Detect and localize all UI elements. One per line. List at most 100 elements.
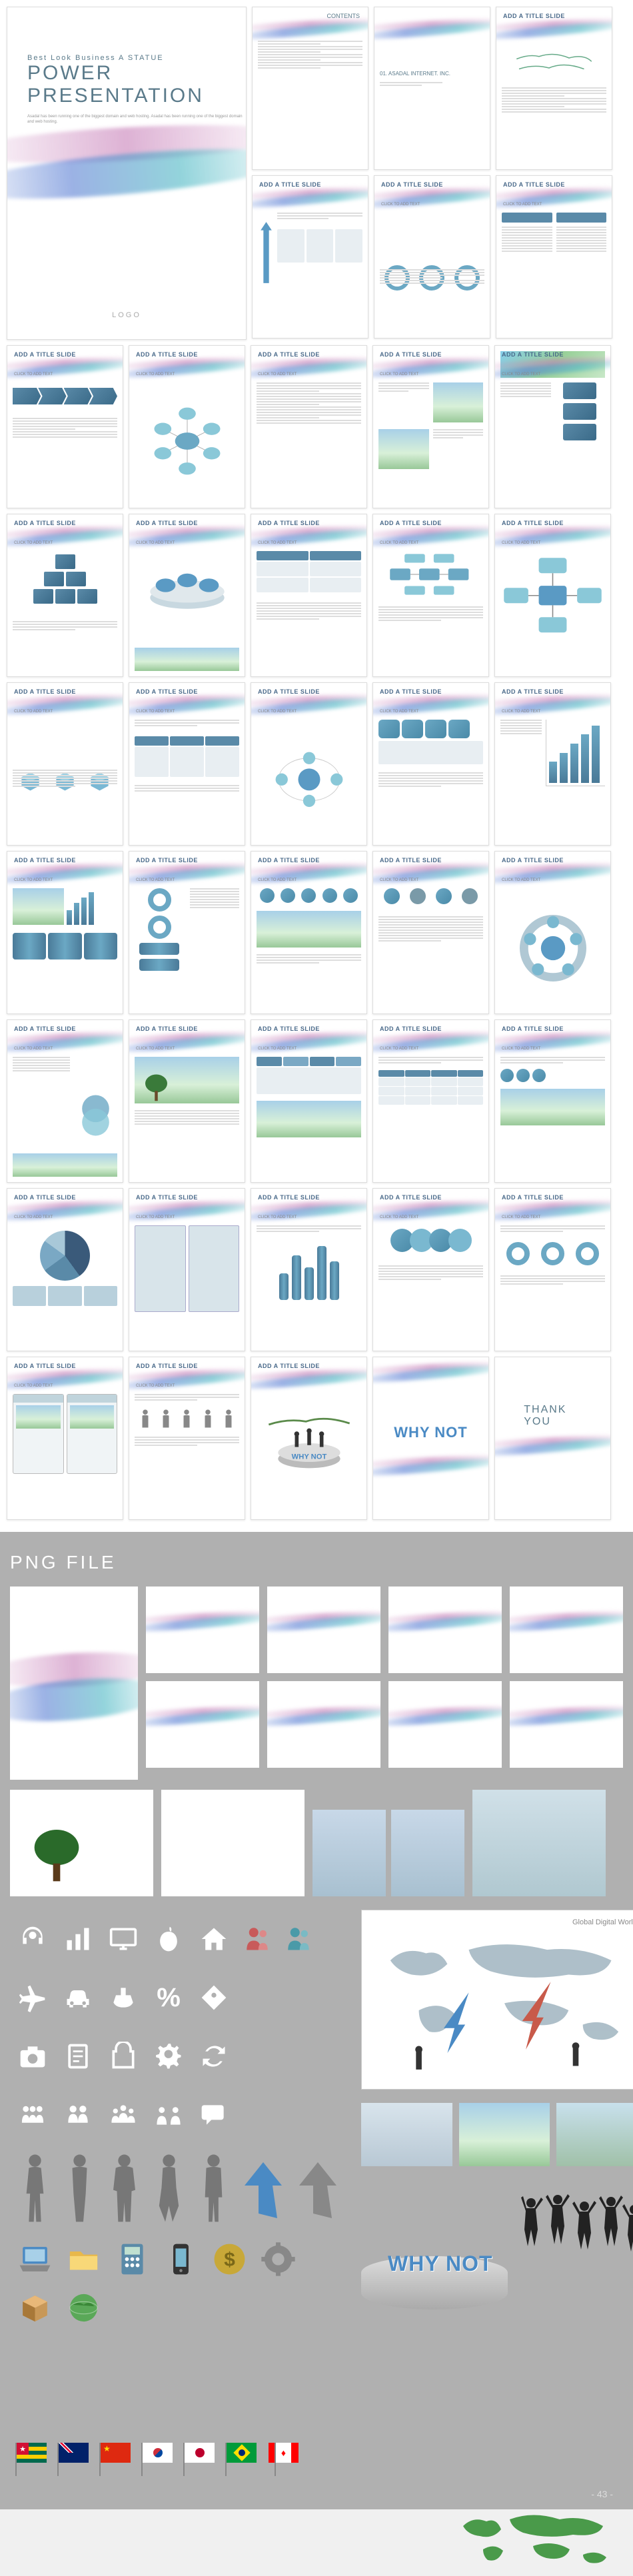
png-photo-building-1 bbox=[313, 1810, 386, 1896]
flag-china: ★ bbox=[101, 2443, 131, 2463]
box-icon bbox=[17, 2289, 53, 2326]
person-3 bbox=[106, 2151, 143, 2224]
gear-icon bbox=[153, 2040, 185, 2072]
ship-icon bbox=[107, 1982, 139, 2014]
flag-australia bbox=[59, 2443, 89, 2463]
phone-icon bbox=[163, 2241, 199, 2277]
people-red-icon bbox=[243, 1924, 271, 1954]
png-photo-tree bbox=[10, 1790, 153, 1896]
png-wave-1 bbox=[146, 1587, 259, 1673]
people-group-3-icon bbox=[107, 2099, 139, 2131]
icon-grid-row2: % bbox=[10, 1968, 348, 2027]
slide-tabs-photo: ADD A TITLE SLIDECLICK TO ADD TEXT bbox=[251, 1019, 367, 1183]
slide-thankyou: THANK YOU bbox=[494, 1357, 611, 1520]
monitor-icon bbox=[107, 1923, 139, 1955]
slide-cubes: ADD A TITLE SLIDECLICK TO ADD TEXT bbox=[494, 345, 611, 508]
misc-icons: $ bbox=[10, 2231, 348, 2336]
png-wave-7 bbox=[388, 1681, 502, 1768]
flag-japan bbox=[185, 2443, 215, 2463]
camera-icon bbox=[17, 2040, 49, 2072]
svg-text:WHY NOT: WHY NOT bbox=[291, 1453, 326, 1461]
png-title: PNG FILE bbox=[10, 1552, 623, 1573]
people-silhouettes bbox=[10, 2144, 348, 2231]
slide-flow: ADD A TITLE SLIDECLICK TO ADD TEXT bbox=[372, 514, 489, 677]
png-wave-5 bbox=[146, 1681, 259, 1768]
hero-logo: LOGO bbox=[112, 311, 141, 319]
people-group-1-icon bbox=[17, 2099, 49, 2131]
jumping-people bbox=[508, 2183, 633, 2289]
person-2 bbox=[61, 2151, 98, 2224]
slide-table-big: ADD A TITLE SLIDECLICK TO ADD TEXT bbox=[372, 1019, 489, 1183]
slide-circles-3: ADD A TITLE SLIDE CLICK TO ADD TEXT bbox=[374, 175, 490, 338]
green-world-map bbox=[453, 2503, 620, 2576]
globe-icon bbox=[65, 2289, 102, 2326]
slide-map: ADD A TITLE SLIDE bbox=[496, 7, 612, 170]
hero-title-2: PRESENTATION bbox=[27, 85, 246, 107]
slide-circles-row: ADD A TITLE SLIDECLICK TO ADD TEXT bbox=[251, 851, 367, 1014]
slide-table-3col: ADD A TITLE SLIDECLICK TO ADD TEXT bbox=[129, 682, 245, 846]
slide-cylinders: ADD A TITLE SLIDECLICK TO ADD TEXT bbox=[251, 1188, 367, 1351]
hero-desc: Asadal has been running one of the bigge… bbox=[27, 114, 246, 125]
apple-icon bbox=[153, 1923, 185, 1955]
folder-icon bbox=[65, 2241, 102, 2277]
person-5 bbox=[195, 2151, 232, 2224]
car-icon bbox=[62, 1982, 94, 2014]
slide-orbit: ADD A TITLE SLIDECLICK TO ADD TEXT bbox=[251, 682, 367, 846]
strip-3 bbox=[556, 2103, 633, 2166]
people-group-2-icon bbox=[62, 2099, 94, 2131]
laptop-icon bbox=[17, 2241, 53, 2277]
slide-img-bars: ADD A TITLE SLIDECLICK TO ADD TEXT bbox=[7, 851, 123, 1014]
hero-title-1: POWER bbox=[27, 62, 246, 85]
person-1 bbox=[17, 2151, 53, 2224]
plane-icon bbox=[17, 1982, 49, 2014]
bag-icon bbox=[107, 2040, 139, 2072]
png-wave-3 bbox=[388, 1587, 502, 1673]
arrow-up-blue-icon bbox=[240, 2158, 287, 2224]
flags-row: ★ ★ ♦ bbox=[10, 2429, 348, 2469]
calculator-icon bbox=[114, 2241, 151, 2277]
flag-brazil bbox=[227, 2443, 257, 2463]
people-group-4-icon bbox=[153, 2099, 185, 2131]
tag-icon bbox=[198, 1982, 230, 2014]
png-file-section: PNG FILE bbox=[0, 1532, 633, 2509]
slide-wheel: ADD A TITLE SLIDECLICK TO ADD TEXT bbox=[494, 851, 611, 1014]
page-number: - 43 - bbox=[591, 2489, 613, 2499]
png-cover-1 bbox=[10, 1587, 138, 1780]
slide-table-small: ADD A TITLE SLIDECLICK TO ADD TEXT bbox=[251, 514, 367, 677]
slide-text-only: ADD A TITLE SLIDECLICK TO ADD TEXT bbox=[251, 345, 367, 508]
png-wave-2 bbox=[267, 1587, 380, 1673]
slide-platform: ADD A TITLE SLIDECLICK TO ADD TEXT bbox=[129, 514, 245, 677]
slide-img-text: ADD A TITLE SLIDECLICK TO ADD TEXT bbox=[372, 345, 489, 508]
headset-icon bbox=[17, 1923, 49, 1955]
whynot-big-text: WHY NOT bbox=[388, 2252, 493, 2276]
png-photo-field bbox=[161, 1790, 305, 1896]
png-photo-building-2 bbox=[391, 1810, 464, 1896]
dollar-icon: $ bbox=[211, 2241, 248, 2277]
slide-hub: ADD A TITLE SLIDECLICK TO ADD TEXT bbox=[129, 345, 245, 508]
slide-icons-row: ADD A TITLE SLIDECLICK TO ADD TEXT bbox=[372, 851, 489, 1014]
wave-graphic bbox=[7, 127, 247, 221]
slide-two-col: ADD A TITLE SLIDE CLICK TO ADD TEXT bbox=[496, 175, 612, 338]
gear-3d-icon bbox=[260, 2241, 297, 2277]
whynot-block: WHY NOT bbox=[361, 2176, 633, 2309]
slide-bars: ADD A TITLE SLIDECLICK TO ADD TEXT bbox=[494, 682, 611, 846]
slide-badges-img: ADD A TITLE SLIDECLICK TO ADD TEXT bbox=[494, 1019, 611, 1183]
slide-arrows-chain: ADD A TITLE SLIDECLICK TO ADD TEXT bbox=[7, 345, 123, 508]
slide-venn: ADD A TITLE SLIDECLICK TO ADD TEXT bbox=[7, 1019, 123, 1183]
icon-grid-white bbox=[10, 1910, 348, 1968]
template-grid: Best Look Business A STATUE POWER PRESEN… bbox=[0, 0, 633, 1532]
hero-slide: Best Look Business A STATUE POWER PRESEN… bbox=[7, 7, 247, 340]
slide-arrow-up: ADD A TITLE SLIDE bbox=[252, 175, 368, 338]
arrow-up-gray-icon bbox=[295, 2158, 341, 2224]
slide-cross-flow: ADD A TITLE SLIDECLICK TO ADD TEXT bbox=[494, 514, 611, 677]
slide-rings-3: ADD A TITLE SLIDECLICK TO ADD TEXT bbox=[494, 1188, 611, 1351]
person-4 bbox=[151, 2151, 187, 2224]
slide-chain-circles: ADD A TITLE SLIDECLICK TO ADD TEXT bbox=[372, 1188, 489, 1351]
house-icon bbox=[198, 1923, 230, 1955]
people-teal-icon bbox=[285, 1924, 313, 1954]
note-icon bbox=[62, 2040, 94, 2072]
photo-strip bbox=[361, 2103, 633, 2166]
png-wave-8 bbox=[510, 1681, 623, 1768]
flag-korea bbox=[143, 2443, 173, 2463]
flag-togo: ★ bbox=[17, 2443, 47, 2463]
